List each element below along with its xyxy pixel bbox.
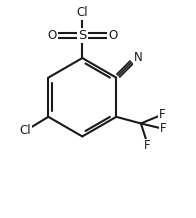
Text: Cl: Cl: [76, 7, 88, 19]
Text: O: O: [47, 29, 57, 42]
Text: Cl: Cl: [20, 124, 31, 137]
Text: F: F: [159, 108, 166, 121]
Text: F: F: [160, 123, 167, 135]
Text: F: F: [143, 140, 150, 152]
Text: O: O: [108, 29, 117, 42]
Text: N: N: [134, 51, 143, 64]
Text: S: S: [78, 29, 86, 42]
